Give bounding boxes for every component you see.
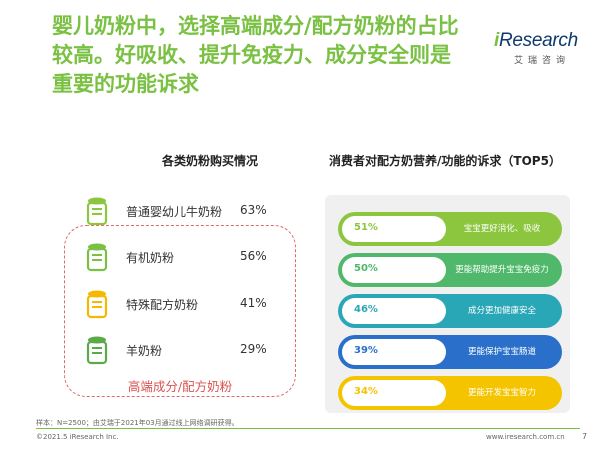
copyright: ©2021.5 iResearch Inc.	[36, 433, 119, 441]
demand-item-label: 宝宝更好消化、吸收	[463, 223, 541, 234]
demand-item: 34% 更能开发宝宝智力	[338, 376, 562, 410]
sample-note: 样本：N=2500；由艾瑞于2021年03月通过线上网络调研获得。	[36, 419, 239, 427]
logo-word: Research	[498, 30, 578, 51]
milk-can-icon	[86, 336, 108, 365]
milk-can-icon	[86, 243, 108, 272]
demand-item-percent: 39%	[354, 345, 378, 356]
demand-item: 51% 宝宝更好消化、吸收	[338, 212, 562, 246]
purchase-item-label: 特殊配方奶粉	[126, 298, 199, 312]
purchase-item-percent: 29%	[240, 342, 267, 356]
purchase-item-percent: 41%	[240, 296, 267, 310]
demand-item-percent: 51%	[354, 222, 378, 233]
demand-item: 39% 更能保护宝宝肠道	[338, 335, 562, 369]
logo-prefix: i	[494, 30, 499, 51]
milk-can-icon	[86, 290, 108, 319]
demand-item-track: 39%	[342, 339, 446, 365]
page-title: 婴儿奶粉中，选择高端成分/配方奶粉的占比 较高。好吸收、提升免疫力、成分安全则是…	[52, 12, 492, 99]
website: www.iresearch.com.cn	[486, 433, 565, 441]
purchase-item-percent: 63%	[240, 203, 267, 217]
purchase-item-label: 有机奶粉	[126, 251, 175, 265]
demand-item-track: 50%	[342, 257, 446, 283]
logo-subtitle: 艾瑞咨询	[514, 56, 571, 66]
demand-item-percent: 34%	[354, 386, 378, 397]
demand-item-label: 更能帮助提升宝宝免疫力	[455, 264, 549, 275]
demand-item-track: 34%	[342, 380, 446, 406]
demand-item: 46% 成分更加健康安全	[338, 294, 562, 328]
milk-can-icon	[86, 197, 108, 226]
purchase-item: 有机奶粉 56%	[84, 240, 284, 276]
demand-item: 50% 更能帮助提升宝宝免疫力	[338, 253, 562, 287]
demand-item-label: 成分更加健康安全	[467, 305, 536, 316]
premium-group-box	[64, 225, 296, 397]
title-line-1: 婴儿奶粉中，选择高端成分/配方奶粉的占比	[52, 14, 459, 38]
demand-item-percent: 46%	[354, 304, 378, 315]
iresearch-logo: iResearch 艾瑞咨询	[494, 30, 578, 70]
purchase-item-label: 羊奶粉	[126, 344, 163, 358]
title-line-2: 较高。好吸收、提升免疫力、成分安全则是	[52, 43, 451, 67]
title-line-3: 重要的功能诉求	[52, 72, 199, 96]
demand-item-percent: 50%	[354, 263, 378, 274]
footer-divider	[36, 428, 580, 429]
left-section-heading: 各类奶粉购买情况	[161, 154, 258, 168]
premium-label: 高端成分/配方奶粉	[127, 379, 233, 394]
purchase-item: 羊奶粉 29%	[84, 333, 284, 369]
purchase-item: 特殊配方奶粉 41%	[84, 287, 284, 323]
page-number: 7	[582, 432, 588, 441]
purchase-item-label: 普通婴幼儿牛奶粉	[126, 205, 223, 219]
purchase-item-percent: 56%	[240, 249, 267, 263]
demand-item-label: 更能保护宝宝肠道	[467, 346, 536, 357]
demand-item-track: 46%	[342, 298, 446, 324]
right-section-heading: 消费者对配方奶营养/功能的诉求（TOP5）	[329, 154, 561, 168]
purchase-item: 普通婴幼儿牛奶粉 63%	[84, 194, 284, 230]
demand-item-track: 51%	[342, 216, 446, 242]
demand-item-label: 更能开发宝宝智力	[467, 387, 536, 398]
